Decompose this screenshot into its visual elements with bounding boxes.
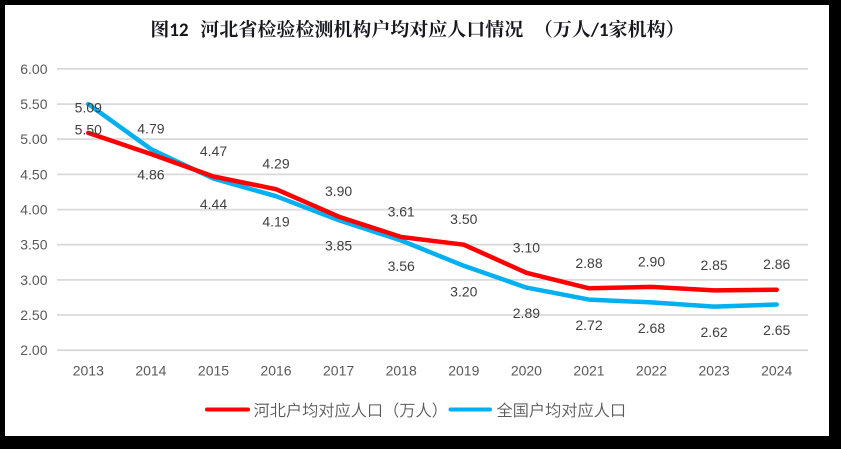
- svg-text:2.86: 2.86: [763, 256, 790, 272]
- svg-text:4.29: 4.29: [262, 156, 289, 172]
- svg-text:3.56: 3.56: [388, 258, 415, 274]
- svg-text:3.85: 3.85: [325, 238, 352, 254]
- svg-text:3.50: 3.50: [450, 211, 477, 227]
- svg-text:2.85: 2.85: [700, 257, 727, 273]
- svg-text:5.50: 5.50: [20, 96, 47, 112]
- svg-text:2.89: 2.89: [513, 305, 540, 321]
- svg-text:2.65: 2.65: [763, 322, 790, 338]
- svg-text:3.50: 3.50: [20, 237, 47, 253]
- svg-text:2.68: 2.68: [638, 320, 665, 336]
- svg-text:3.00: 3.00: [20, 272, 47, 288]
- svg-text:2.72: 2.72: [575, 317, 602, 333]
- svg-text:2014: 2014: [135, 363, 166, 379]
- svg-text:2.88: 2.88: [575, 255, 602, 271]
- svg-text:2015: 2015: [198, 363, 229, 379]
- svg-text:5.50: 5.50: [75, 122, 102, 138]
- svg-text:2023: 2023: [699, 363, 730, 379]
- svg-text:4.86: 4.86: [137, 167, 164, 183]
- svg-text:3.61: 3.61: [388, 204, 415, 220]
- svg-text:2017: 2017: [323, 363, 354, 379]
- svg-text:4.44: 4.44: [200, 196, 227, 212]
- svg-text:6.00: 6.00: [20, 61, 47, 77]
- svg-text:3.10: 3.10: [513, 239, 540, 255]
- svg-text:4.00: 4.00: [20, 202, 47, 218]
- svg-text:3.90: 3.90: [325, 183, 352, 199]
- svg-text:4.50: 4.50: [20, 166, 47, 182]
- svg-text:2024: 2024: [761, 363, 792, 379]
- svg-text:2016: 2016: [260, 363, 291, 379]
- svg-text:4.19: 4.19: [262, 214, 289, 230]
- svg-text:4.79: 4.79: [137, 121, 164, 137]
- svg-text:2.62: 2.62: [700, 324, 727, 340]
- svg-text:2022: 2022: [636, 363, 667, 379]
- svg-text:2021: 2021: [573, 363, 604, 379]
- svg-text:5.00: 5.00: [20, 131, 47, 147]
- svg-text:5.09: 5.09: [75, 99, 102, 115]
- svg-text:2.90: 2.90: [638, 253, 665, 269]
- svg-text:2.00: 2.00: [20, 342, 47, 358]
- svg-text:2013: 2013: [73, 363, 104, 379]
- svg-text:4.47: 4.47: [200, 143, 227, 159]
- svg-text:2.50: 2.50: [20, 307, 47, 323]
- svg-text:3.20: 3.20: [450, 283, 477, 299]
- svg-text:2020: 2020: [511, 363, 542, 379]
- svg-text:2019: 2019: [448, 363, 479, 379]
- svg-text:2018: 2018: [386, 363, 417, 379]
